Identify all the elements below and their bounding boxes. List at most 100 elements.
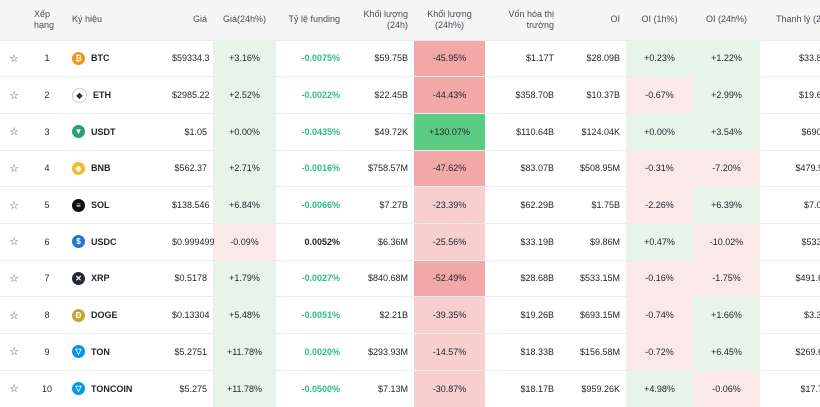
favorite-star-icon[interactable]: ☆ bbox=[9, 309, 19, 322]
header-volume-change[interactable]: Khối lượng (24h%) bbox=[427, 8, 472, 30]
doge-icon: Ð bbox=[72, 308, 85, 322]
header-liquidation[interactable]: Thanh lý (24h) bbox=[775, 14, 820, 25]
coin-symbol: TON bbox=[91, 346, 110, 357]
header-price-change[interactable]: Giá(24h%) bbox=[222, 14, 267, 25]
favorite-star-icon[interactable]: ☆ bbox=[9, 89, 19, 102]
cell-volume: $2.21B bbox=[346, 296, 414, 334]
cell-oi-1h: +0.47% bbox=[626, 222, 693, 261]
coin-symbol: ETH bbox=[93, 90, 111, 101]
cell-volume-change: -52.49% bbox=[414, 259, 485, 297]
table-row[interactable]: ☆ 5 ≡ SOL $138.546 +6.84% -0.0066% $7.27B -23.39… bbox=[0, 186, 820, 224]
cell-market-cap: $19.26B bbox=[485, 296, 560, 334]
cell-price-change: +2.52% bbox=[213, 76, 276, 114]
favorite-star-icon[interactable]: ☆ bbox=[9, 383, 19, 396]
cell-market-cap: $33.19B bbox=[485, 222, 560, 261]
cell-liquidation: $269.68K bbox=[760, 333, 820, 371]
cell-price: $0.13304 bbox=[166, 296, 213, 334]
cell-volume-change: -45.95% bbox=[414, 39, 485, 77]
favorite-star-icon[interactable]: ☆ bbox=[9, 236, 19, 249]
cell-price: $2985.22 bbox=[166, 76, 213, 114]
ton-icon: ▽ bbox=[72, 345, 85, 359]
cell-rank: 3 bbox=[28, 112, 66, 151]
header-oi-24h[interactable]: OI (24h%) bbox=[705, 14, 747, 25]
cell-price: $5.2751 bbox=[166, 333, 213, 371]
cell-symbol[interactable]: ₿ BTC bbox=[66, 39, 166, 77]
cell-oi-24h: +3.54% bbox=[693, 112, 760, 151]
cell-oi-1h: +0.23% bbox=[626, 39, 693, 77]
bnb-icon: ◈ bbox=[72, 161, 85, 175]
cell-volume: $22.45B bbox=[346, 76, 414, 114]
btc-icon: ₿ bbox=[72, 51, 85, 65]
cell-volume-change: -39.35% bbox=[414, 296, 485, 334]
table-row[interactable]: ☆ 1 ₿ BTC $59334.3 +3.16% -0.0075% $59.75B -45.9… bbox=[0, 39, 820, 77]
cell-oi-1h: -0.67% bbox=[626, 76, 693, 114]
coin-symbol: TONCOIN bbox=[91, 383, 133, 394]
header-oi[interactable]: OI bbox=[610, 14, 620, 25]
cell-price-change: +3.16% bbox=[213, 39, 276, 77]
cell-funding: -0.0075% bbox=[276, 39, 346, 77]
cell-funding: 0.0020% bbox=[276, 333, 346, 371]
table-row[interactable]: ☆ 3 ▼ USDT $1.05 +0.00% -0.0435% $49.72K +130.07… bbox=[0, 112, 820, 151]
cell-market-cap: $83.07B bbox=[485, 149, 560, 187]
favorite-star-icon[interactable]: ☆ bbox=[9, 126, 19, 139]
cell-rank: 1 bbox=[28, 39, 66, 77]
cell-symbol[interactable]: ◆ ETH bbox=[66, 76, 166, 114]
cell-oi: $9.86M bbox=[560, 222, 626, 261]
cell-market-cap: $18.33B bbox=[485, 333, 560, 371]
table-row[interactable]: ☆ 10 ▽ TONCOIN $5.275 +11.78% -0.0500% $7.13M -3… bbox=[0, 369, 820, 407]
header-oi-1h[interactable]: OI (1h%) bbox=[641, 14, 678, 25]
cell-rank: 4 bbox=[28, 149, 66, 187]
cell-rank: 7 bbox=[28, 259, 66, 297]
table-row[interactable]: ☆ 8 Ð DOGE $0.13304 +5.48% -0.0051% $2.21B -39.3… bbox=[0, 296, 820, 334]
cell-liquidation: $491.65K bbox=[760, 259, 820, 297]
cell-symbol[interactable]: ▽ TON bbox=[66, 333, 166, 371]
table-row[interactable]: ☆ 2 ◆ ETH $2985.22 +2.52% -0.0022% $22.45B -44.4… bbox=[0, 76, 820, 114]
header-market-cap-line1: Vốn hóa thị bbox=[508, 8, 554, 19]
cell-symbol[interactable]: ▽ TONCOIN bbox=[66, 369, 166, 407]
header-market-cap[interactable]: Vốn hóa thị trường bbox=[485, 0, 560, 40]
cell-market-cap: $62.29B bbox=[485, 186, 560, 224]
cell-liquidation: $7.04M bbox=[760, 186, 820, 224]
cell-oi-24h: -1.75% bbox=[693, 259, 760, 297]
cell-symbol[interactable]: Ð DOGE bbox=[66, 296, 166, 334]
cell-symbol[interactable]: ✕ XRP bbox=[66, 259, 166, 297]
header-rank[interactable]: Xếp hạng bbox=[34, 8, 55, 30]
table-row[interactable]: ☆ 6 $ USDC $0.999499 -0.09% 0.0052% $6.36M -25.5… bbox=[0, 222, 820, 261]
cell-symbol[interactable]: ≡ SOL bbox=[66, 186, 166, 224]
toncoin-icon: ▽ bbox=[72, 382, 85, 396]
favorite-star-icon[interactable]: ☆ bbox=[9, 199, 19, 212]
cell-volume: $7.27B bbox=[346, 186, 414, 224]
favorite-star-icon[interactable]: ☆ bbox=[9, 52, 19, 65]
favorite-star-icon[interactable]: ☆ bbox=[9, 346, 19, 359]
cell-volume: $840.68M bbox=[346, 259, 414, 297]
favorite-star-icon[interactable]: ☆ bbox=[9, 162, 19, 175]
cell-volume-change: +130.07% bbox=[414, 112, 485, 151]
table-row[interactable]: ☆ 9 ▽ TON $5.2751 +11.78% 0.0020% $293.93M -14.5… bbox=[0, 333, 820, 371]
table-header-row: Xếp hạng Ký hiệu Giá Giá(24h%) Tỷ lệ fun… bbox=[0, 0, 820, 40]
cell-price: $0.999499 bbox=[166, 222, 215, 261]
cell-volume: $59.75B bbox=[346, 39, 414, 77]
header-symbol[interactable]: Ký hiệu bbox=[72, 14, 103, 25]
cell-funding: -0.0027% bbox=[276, 259, 346, 297]
cell-volume: $49.72K bbox=[346, 112, 414, 151]
header-market-cap-line2: trường bbox=[526, 19, 554, 30]
cell-rank: 8 bbox=[28, 296, 66, 334]
cell-symbol[interactable]: ◈ BNB bbox=[66, 149, 166, 187]
cell-rank: 5 bbox=[28, 186, 66, 224]
cell-symbol[interactable]: $ USDC bbox=[66, 222, 166, 261]
table-row[interactable]: ☆ 4 ◈ BNB $562.37 +2.71% -0.0016% $758.57M -47.6… bbox=[0, 149, 820, 187]
cell-funding: -0.0066% bbox=[276, 186, 346, 224]
table-row[interactable]: ☆ 7 ✕ XRP $0.5178 +1.79% -0.0027% $840.68M -52.4… bbox=[0, 259, 820, 297]
cell-volume-change: -14.57% bbox=[414, 333, 485, 371]
coin-symbol: SOL bbox=[91, 200, 110, 211]
header-price[interactable]: Giá bbox=[192, 14, 207, 25]
favorite-star-icon[interactable]: ☆ bbox=[9, 272, 19, 285]
cell-price-change: +11.78% bbox=[213, 333, 276, 371]
coin-symbol: BNB bbox=[91, 163, 111, 174]
cell-symbol[interactable]: ▼ USDT bbox=[66, 112, 166, 151]
coin-symbol: USDC bbox=[91, 236, 117, 247]
header-volume[interactable]: Khối lượng (24h) bbox=[363, 8, 408, 30]
cell-liquidation: $479.91K bbox=[760, 149, 820, 187]
header-funding[interactable]: Tỷ lệ funding bbox=[288, 14, 340, 25]
cell-price-change: +11.78% bbox=[213, 369, 276, 407]
